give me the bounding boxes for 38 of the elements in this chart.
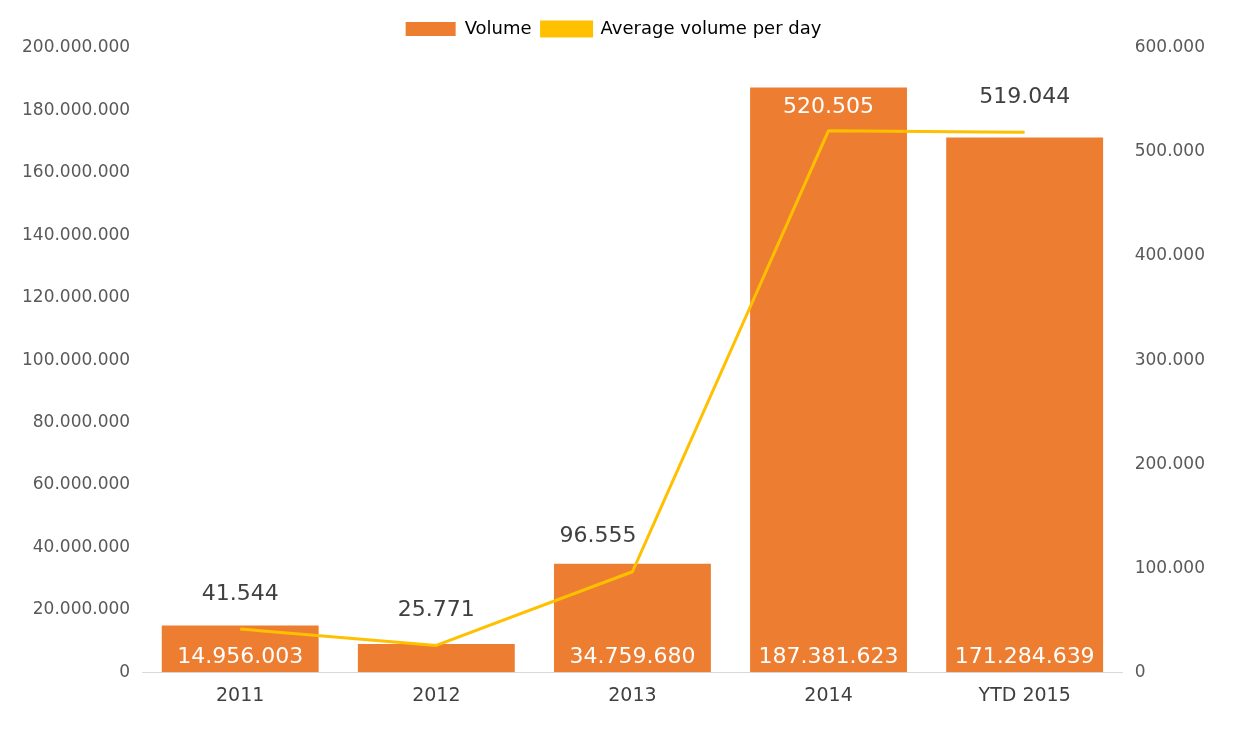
data-label: 520.505: [783, 93, 875, 119]
y2-tick-label: 300.000: [1134, 348, 1206, 369]
y2-tick-label: 200.000: [1134, 452, 1206, 473]
data-label: 25.771: [397, 596, 475, 622]
data-label: 187.381.623: [758, 642, 899, 668]
bar: [553, 563, 711, 673]
y2-tick-label: 500.000: [1134, 140, 1206, 161]
x-tick-label: 2014: [804, 682, 853, 705]
y2-tick-label: 600.000: [1134, 36, 1206, 57]
data-label: 34.759.680: [569, 642, 696, 668]
bar: [946, 137, 1104, 673]
y-tick-label: 180.000.000: [21, 98, 131, 119]
x-tick-label: 2012: [412, 682, 461, 705]
y-tick-label: 20.000.000: [32, 598, 131, 619]
y-tick-label: 80.000.000: [32, 410, 131, 431]
bar: [750, 87, 907, 673]
x-tick-label: YTD 2015: [977, 682, 1071, 705]
data-label: 14.956.003: [177, 642, 304, 668]
y-tick-label: 160.000.000: [21, 161, 131, 182]
x-tick-label: 2013: [608, 682, 657, 705]
y-tick-label: 200.000.000: [21, 36, 131, 57]
data-label: 41.544: [201, 579, 279, 605]
data-label: 519.044: [979, 82, 1071, 108]
y-tick-label: 120.000.000: [21, 286, 131, 307]
x-tick-label: 2011: [216, 682, 265, 705]
y2-tick-label: 0: [1134, 660, 1146, 681]
data-label: 96.555: [559, 522, 637, 548]
y-tick-label: 100.000.000: [21, 348, 131, 369]
legend-label: Average volume per day: [600, 16, 822, 38]
y-tick-label: 60.000.000: [32, 473, 131, 494]
bar: [357, 644, 515, 673]
y-tick-label: 40.000.000: [32, 535, 131, 556]
y2-tick-label: 400.000: [1134, 244, 1206, 265]
y2-tick-label: 100.000: [1134, 556, 1206, 577]
y-tick-label: 0: [119, 660, 131, 681]
y-tick-label: 140.000.000: [21, 223, 131, 244]
data-label: 171.284.639: [954, 642, 1095, 668]
legend-label: Volume: [464, 16, 532, 38]
